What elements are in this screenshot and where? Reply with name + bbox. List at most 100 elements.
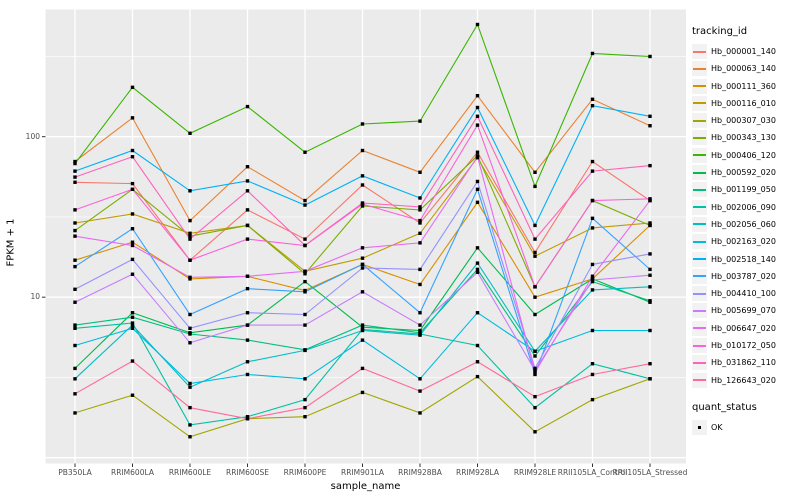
data-point (418, 231, 422, 236)
legend-item-label: Hb_010172_050 (711, 341, 776, 351)
data-point (130, 240, 135, 244)
data-point (533, 295, 537, 299)
data-point (533, 349, 537, 354)
legend-title-tracking-id: tracking_id (692, 26, 748, 37)
data-point (475, 179, 480, 184)
x-axis-title: sample_name (330, 481, 401, 492)
data-point (303, 397, 307, 402)
x-tick-label: RRII105LA_Stressed (612, 468, 688, 477)
data-point (360, 290, 365, 294)
data-point (533, 223, 537, 228)
x-tick-label: PB350LA (58, 468, 92, 477)
legend-item-Hb_000001_140: Hb_000001_140 (692, 44, 798, 59)
data-point (533, 354, 537, 358)
data-point (475, 200, 480, 205)
data-point (418, 208, 422, 212)
data-point (188, 234, 192, 238)
legend-key-swatch (692, 182, 707, 198)
data-point (590, 103, 595, 108)
data-point (130, 116, 135, 120)
data-point (590, 278, 595, 282)
data-point (73, 228, 77, 233)
data-point (648, 377, 652, 381)
legend-item-label: Hb_002518_140 (711, 254, 776, 264)
data-point (188, 237, 192, 241)
data-point (360, 122, 365, 126)
legend-key-swatch (692, 286, 707, 302)
legend-item-label: OK (711, 422, 723, 432)
legend-item-label: Hb_006647_020 (711, 323, 776, 333)
data-point (245, 415, 250, 419)
legend-item-label: Hb_005699_070 (711, 306, 776, 316)
data-point (360, 201, 365, 205)
data-point (245, 286, 250, 291)
legend-key-swatch (692, 338, 707, 354)
data-point (73, 208, 77, 212)
legend-item-Hb_000406_120: Hb_000406_120 (692, 147, 798, 163)
data-point (73, 323, 77, 327)
data-point (130, 243, 135, 248)
legend-key-swatch (692, 61, 707, 77)
legend-key-point (692, 419, 707, 435)
data-point (360, 246, 365, 250)
data-point (245, 338, 250, 342)
data-point (418, 333, 422, 337)
chart-panel (45, 9, 686, 464)
x-tick-label: RRIM600LA (111, 468, 154, 477)
legend-key-swatch (692, 95, 707, 111)
data-point (418, 411, 422, 415)
legend-item-label: Hb_000001_140 (711, 47, 776, 56)
data-point (533, 430, 537, 434)
data-point (590, 97, 595, 101)
data-point (303, 323, 307, 327)
data-point (475, 22, 480, 27)
data-point (533, 394, 537, 399)
legend-tracking-entries: Hb_000001_140 Hb_000063_140 Hb_000111_360 H… (692, 44, 798, 388)
data-point (73, 169, 77, 173)
data-point (188, 275, 192, 280)
x-tick-label: RRIM901LA (341, 468, 384, 477)
legend-key-swatch (692, 251, 707, 267)
legend-item-Hb_002056_060: Hb_002056_060 (692, 216, 798, 232)
legend-title-quant-status: quant_status (692, 401, 757, 413)
legend-item-label: Hb_003787_020 (711, 271, 776, 281)
legend-item-Hb_006647_020: Hb_006647_020 (692, 320, 798, 336)
legend-key-swatch (692, 372, 707, 388)
data-point (360, 328, 365, 333)
data-point (130, 212, 135, 216)
data-point (533, 366, 537, 371)
data-point (73, 392, 77, 396)
data-point (533, 368, 537, 373)
legend-item-label: Hb_000343_130 (711, 133, 776, 143)
data-point (475, 270, 480, 274)
data-point (590, 397, 595, 402)
data-point (130, 359, 135, 363)
x-tick-label: RRIM600LE (168, 468, 212, 477)
data-point (188, 258, 192, 262)
data-point (360, 174, 365, 178)
data-point (188, 341, 192, 345)
data-point (73, 159, 77, 164)
legend-item-Hb_126643_020: Hb_126643_020 (692, 372, 798, 388)
data-point (73, 264, 77, 269)
data-point (418, 323, 422, 327)
data-point (648, 299, 652, 303)
data-point (533, 285, 537, 289)
data-point (130, 323, 135, 327)
legend-item-Hb_000343_130: Hb_000343_130 (692, 130, 798, 146)
legend-item-label: Hb_031862_110 (711, 358, 776, 368)
legend-item-Hb_001199_050: Hb_001199_050 (692, 182, 798, 198)
data-point (590, 51, 595, 56)
data-point (130, 393, 135, 397)
data-point (475, 105, 480, 110)
data-point (73, 234, 77, 238)
legend: tracking_id Hb_000001_140 Hb_000063_140 Hb… (692, 26, 798, 437)
data-point (73, 343, 77, 348)
data-point (130, 187, 135, 192)
data-point (188, 381, 192, 386)
data-point (648, 221, 652, 225)
data-point (475, 374, 480, 379)
data-point (188, 231, 192, 236)
